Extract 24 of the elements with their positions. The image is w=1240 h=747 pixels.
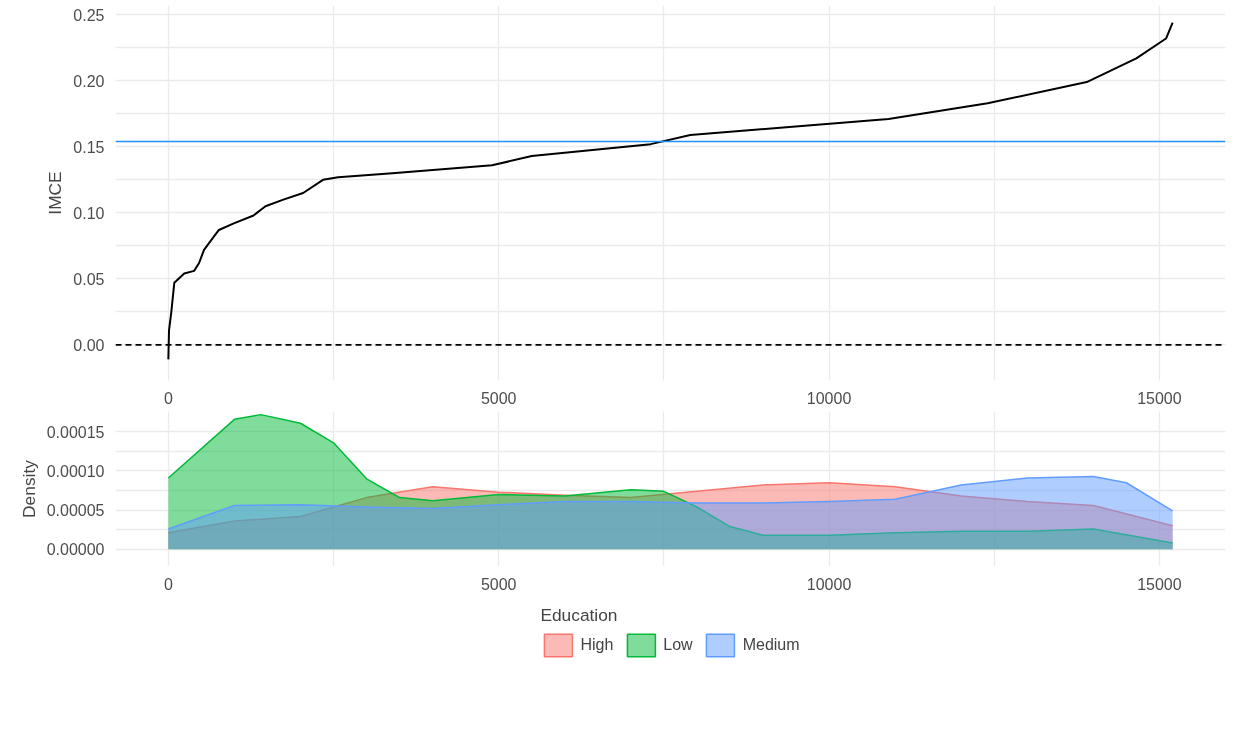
legend-title: Education — [540, 605, 619, 626]
x-tick-label: 10000 — [806, 389, 852, 407]
y-tick-label: 0.00000 — [46, 541, 105, 559]
legend-label: High — [580, 636, 614, 654]
x-tick-label: 5000 — [480, 575, 517, 593]
y-tick-label: 0.00005 — [46, 502, 105, 520]
x-tick-label: 5000 — [480, 389, 517, 407]
y-axis-title: Density — [18, 459, 39, 518]
y-tick-label: 0.00 — [73, 336, 105, 354]
y-tick-label: 0.00010 — [46, 462, 105, 480]
y-tick-label: 0.05 — [73, 270, 105, 288]
x-tick-label: 15000 — [1137, 575, 1182, 593]
legend-label: Medium — [742, 636, 800, 654]
x-tick-label: 0 — [163, 389, 173, 407]
y-tick-label: 0.25 — [73, 6, 105, 24]
y-axis-title: IMCE — [45, 171, 66, 215]
legend-label: Low — [663, 636, 693, 654]
x-tick-label: 0 — [163, 575, 173, 593]
y-tick-label: 0.15 — [73, 138, 105, 156]
x-tick-label: 10000 — [806, 575, 852, 593]
x-tick-label: 15000 — [1137, 389, 1182, 407]
y-tick-label: 0.00015 — [46, 423, 105, 441]
y-tick-label: 0.10 — [73, 204, 105, 222]
y-tick-label: 0.20 — [73, 72, 105, 90]
